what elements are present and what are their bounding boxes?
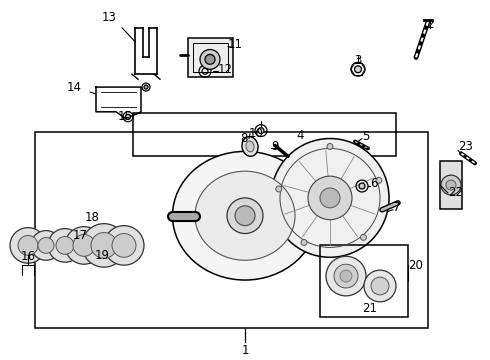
Text: 13: 13 [102, 11, 117, 24]
Circle shape [327, 144, 333, 149]
Circle shape [104, 226, 144, 265]
Text: 11: 11 [228, 38, 243, 51]
Text: 15: 15 [118, 110, 133, 123]
Bar [35, 132, 428, 328]
Circle shape [65, 226, 103, 264]
Circle shape [91, 233, 117, 258]
Circle shape [18, 235, 38, 255]
Text: 23: 23 [458, 140, 473, 153]
Text: 16: 16 [21, 250, 35, 264]
Circle shape [38, 238, 54, 253]
Circle shape [125, 114, 130, 119]
Circle shape [354, 66, 362, 73]
Text: 20: 20 [408, 259, 423, 272]
Text: 14: 14 [67, 81, 82, 94]
Circle shape [276, 186, 282, 192]
Circle shape [56, 237, 74, 254]
Circle shape [446, 180, 456, 190]
Ellipse shape [246, 141, 254, 152]
Circle shape [308, 176, 352, 220]
Ellipse shape [172, 152, 318, 280]
Text: 7: 7 [393, 201, 400, 214]
Circle shape [364, 270, 396, 302]
Circle shape [200, 49, 220, 69]
Circle shape [371, 277, 389, 295]
Text: 6: 6 [370, 176, 377, 190]
Circle shape [235, 206, 255, 226]
Bar [193, 42, 228, 72]
Ellipse shape [195, 171, 295, 260]
Text: 22: 22 [448, 186, 463, 199]
Circle shape [258, 128, 264, 134]
Circle shape [205, 54, 215, 64]
Ellipse shape [271, 139, 389, 257]
Text: 5: 5 [362, 130, 369, 143]
Circle shape [320, 188, 340, 208]
Bar [133, 113, 396, 156]
Text: 18: 18 [85, 211, 100, 224]
Circle shape [73, 234, 95, 256]
Text: 9: 9 [271, 140, 278, 153]
Bar [188, 37, 233, 77]
Circle shape [31, 230, 61, 260]
Circle shape [334, 264, 358, 288]
Text: 12: 12 [218, 63, 233, 76]
Circle shape [82, 224, 126, 267]
Circle shape [361, 234, 367, 240]
Circle shape [112, 234, 136, 257]
Circle shape [359, 183, 365, 189]
Text: 3: 3 [354, 54, 362, 67]
Circle shape [376, 177, 382, 183]
Text: 8: 8 [241, 132, 248, 145]
Ellipse shape [242, 136, 258, 156]
Text: 21: 21 [363, 302, 377, 315]
Circle shape [10, 228, 46, 263]
Circle shape [326, 256, 366, 296]
Text: 19: 19 [95, 249, 110, 262]
Circle shape [301, 239, 307, 246]
Text: 4: 4 [296, 129, 304, 141]
Bar [320, 246, 408, 317]
Text: 10: 10 [248, 127, 264, 140]
Circle shape [340, 270, 352, 282]
Circle shape [144, 85, 148, 89]
Text: 1: 1 [241, 345, 249, 357]
Circle shape [48, 229, 82, 262]
Bar [440, 161, 462, 209]
Circle shape [227, 198, 263, 234]
Text: 17: 17 [73, 229, 88, 242]
Circle shape [441, 175, 461, 195]
Text: 2: 2 [426, 18, 434, 31]
